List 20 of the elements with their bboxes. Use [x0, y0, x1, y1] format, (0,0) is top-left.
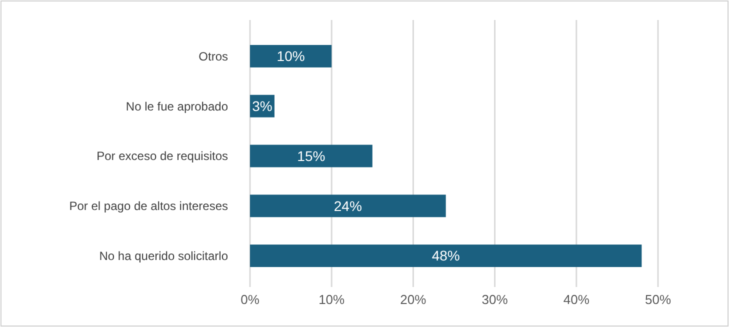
x-tick-label: 40% — [563, 292, 590, 307]
y-tick-label: No le fue aprobado — [126, 99, 228, 114]
x-tick-label: 20% — [400, 292, 427, 307]
x-tick-label: 50% — [644, 292, 672, 307]
bar — [250, 144, 372, 168]
data-label: 48% — [432, 248, 460, 264]
data-label: 10% — [276, 48, 305, 64]
bar — [250, 194, 446, 218]
x-tick-label: 30% — [482, 292, 508, 307]
data-label: 24% — [334, 198, 362, 214]
y-tick-label: Otros — [198, 49, 228, 64]
y-tick-label: Por exceso de requisitos — [96, 149, 228, 164]
y-tick-label: No ha querido solicitarlo — [99, 249, 228, 263]
bar — [250, 44, 332, 68]
data-label: 3% — [252, 98, 272, 114]
data-label: 15% — [297, 148, 326, 164]
y-tick-label: Por el pago de altos intereses — [69, 199, 228, 214]
x-tick-label: 10% — [318, 292, 346, 307]
bar — [250, 244, 642, 268]
x-tick-label: 0% — [240, 292, 260, 307]
